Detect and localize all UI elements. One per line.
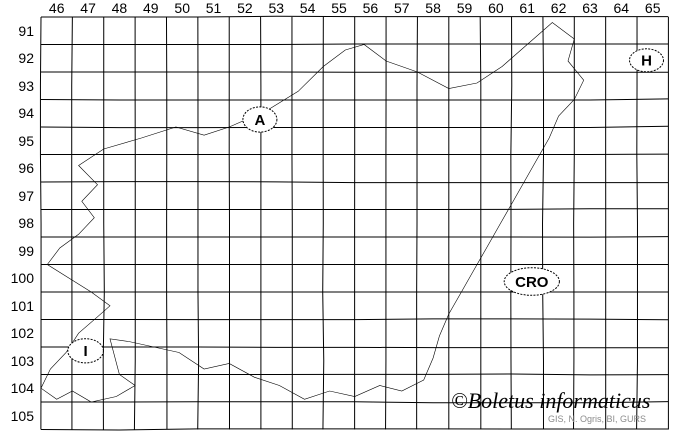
svg-text:61: 61	[519, 0, 535, 16]
svg-text:57: 57	[394, 0, 410, 16]
svg-text:92: 92	[18, 50, 34, 66]
svg-text:A: A	[254, 112, 265, 129]
svg-text:103: 103	[11, 353, 35, 369]
svg-text:GIS, N. Ogris, BI, GURS: GIS, N. Ogris, BI, GURS	[548, 414, 646, 424]
svg-text:53: 53	[269, 0, 285, 16]
svg-text:H: H	[641, 53, 652, 70]
svg-text:102: 102	[11, 325, 35, 341]
svg-text:105: 105	[11, 408, 35, 424]
svg-text:49: 49	[143, 0, 159, 16]
svg-text:65: 65	[645, 0, 661, 16]
svg-text:96: 96	[18, 160, 34, 176]
svg-text:©Boletus informaticus: ©Boletus informaticus	[451, 388, 650, 413]
svg-text:56: 56	[363, 0, 379, 16]
svg-text:52: 52	[237, 0, 253, 16]
svg-text:100: 100	[11, 270, 35, 286]
svg-text:54: 54	[300, 0, 316, 16]
svg-text:60: 60	[488, 0, 504, 16]
svg-text:95: 95	[18, 133, 34, 149]
svg-text:48: 48	[112, 0, 128, 16]
svg-text:94: 94	[18, 105, 34, 121]
svg-text:51: 51	[206, 0, 222, 16]
svg-text:47: 47	[80, 0, 96, 16]
svg-text:50: 50	[174, 0, 190, 16]
svg-text:55: 55	[331, 0, 347, 16]
svg-text:91: 91	[18, 23, 34, 39]
svg-text:63: 63	[582, 0, 598, 16]
svg-text:46: 46	[49, 0, 65, 16]
svg-text:CRO: CRO	[515, 274, 549, 291]
svg-text:62: 62	[551, 0, 567, 16]
svg-text:97: 97	[18, 188, 34, 204]
svg-text:64: 64	[614, 0, 630, 16]
svg-text:58: 58	[425, 0, 441, 16]
svg-text:93: 93	[18, 78, 34, 94]
svg-text:I: I	[84, 343, 88, 360]
svg-text:59: 59	[457, 0, 473, 16]
svg-text:99: 99	[18, 243, 34, 259]
svg-text:104: 104	[11, 380, 35, 396]
svg-text:98: 98	[18, 215, 34, 231]
svg-text:101: 101	[11, 298, 35, 314]
